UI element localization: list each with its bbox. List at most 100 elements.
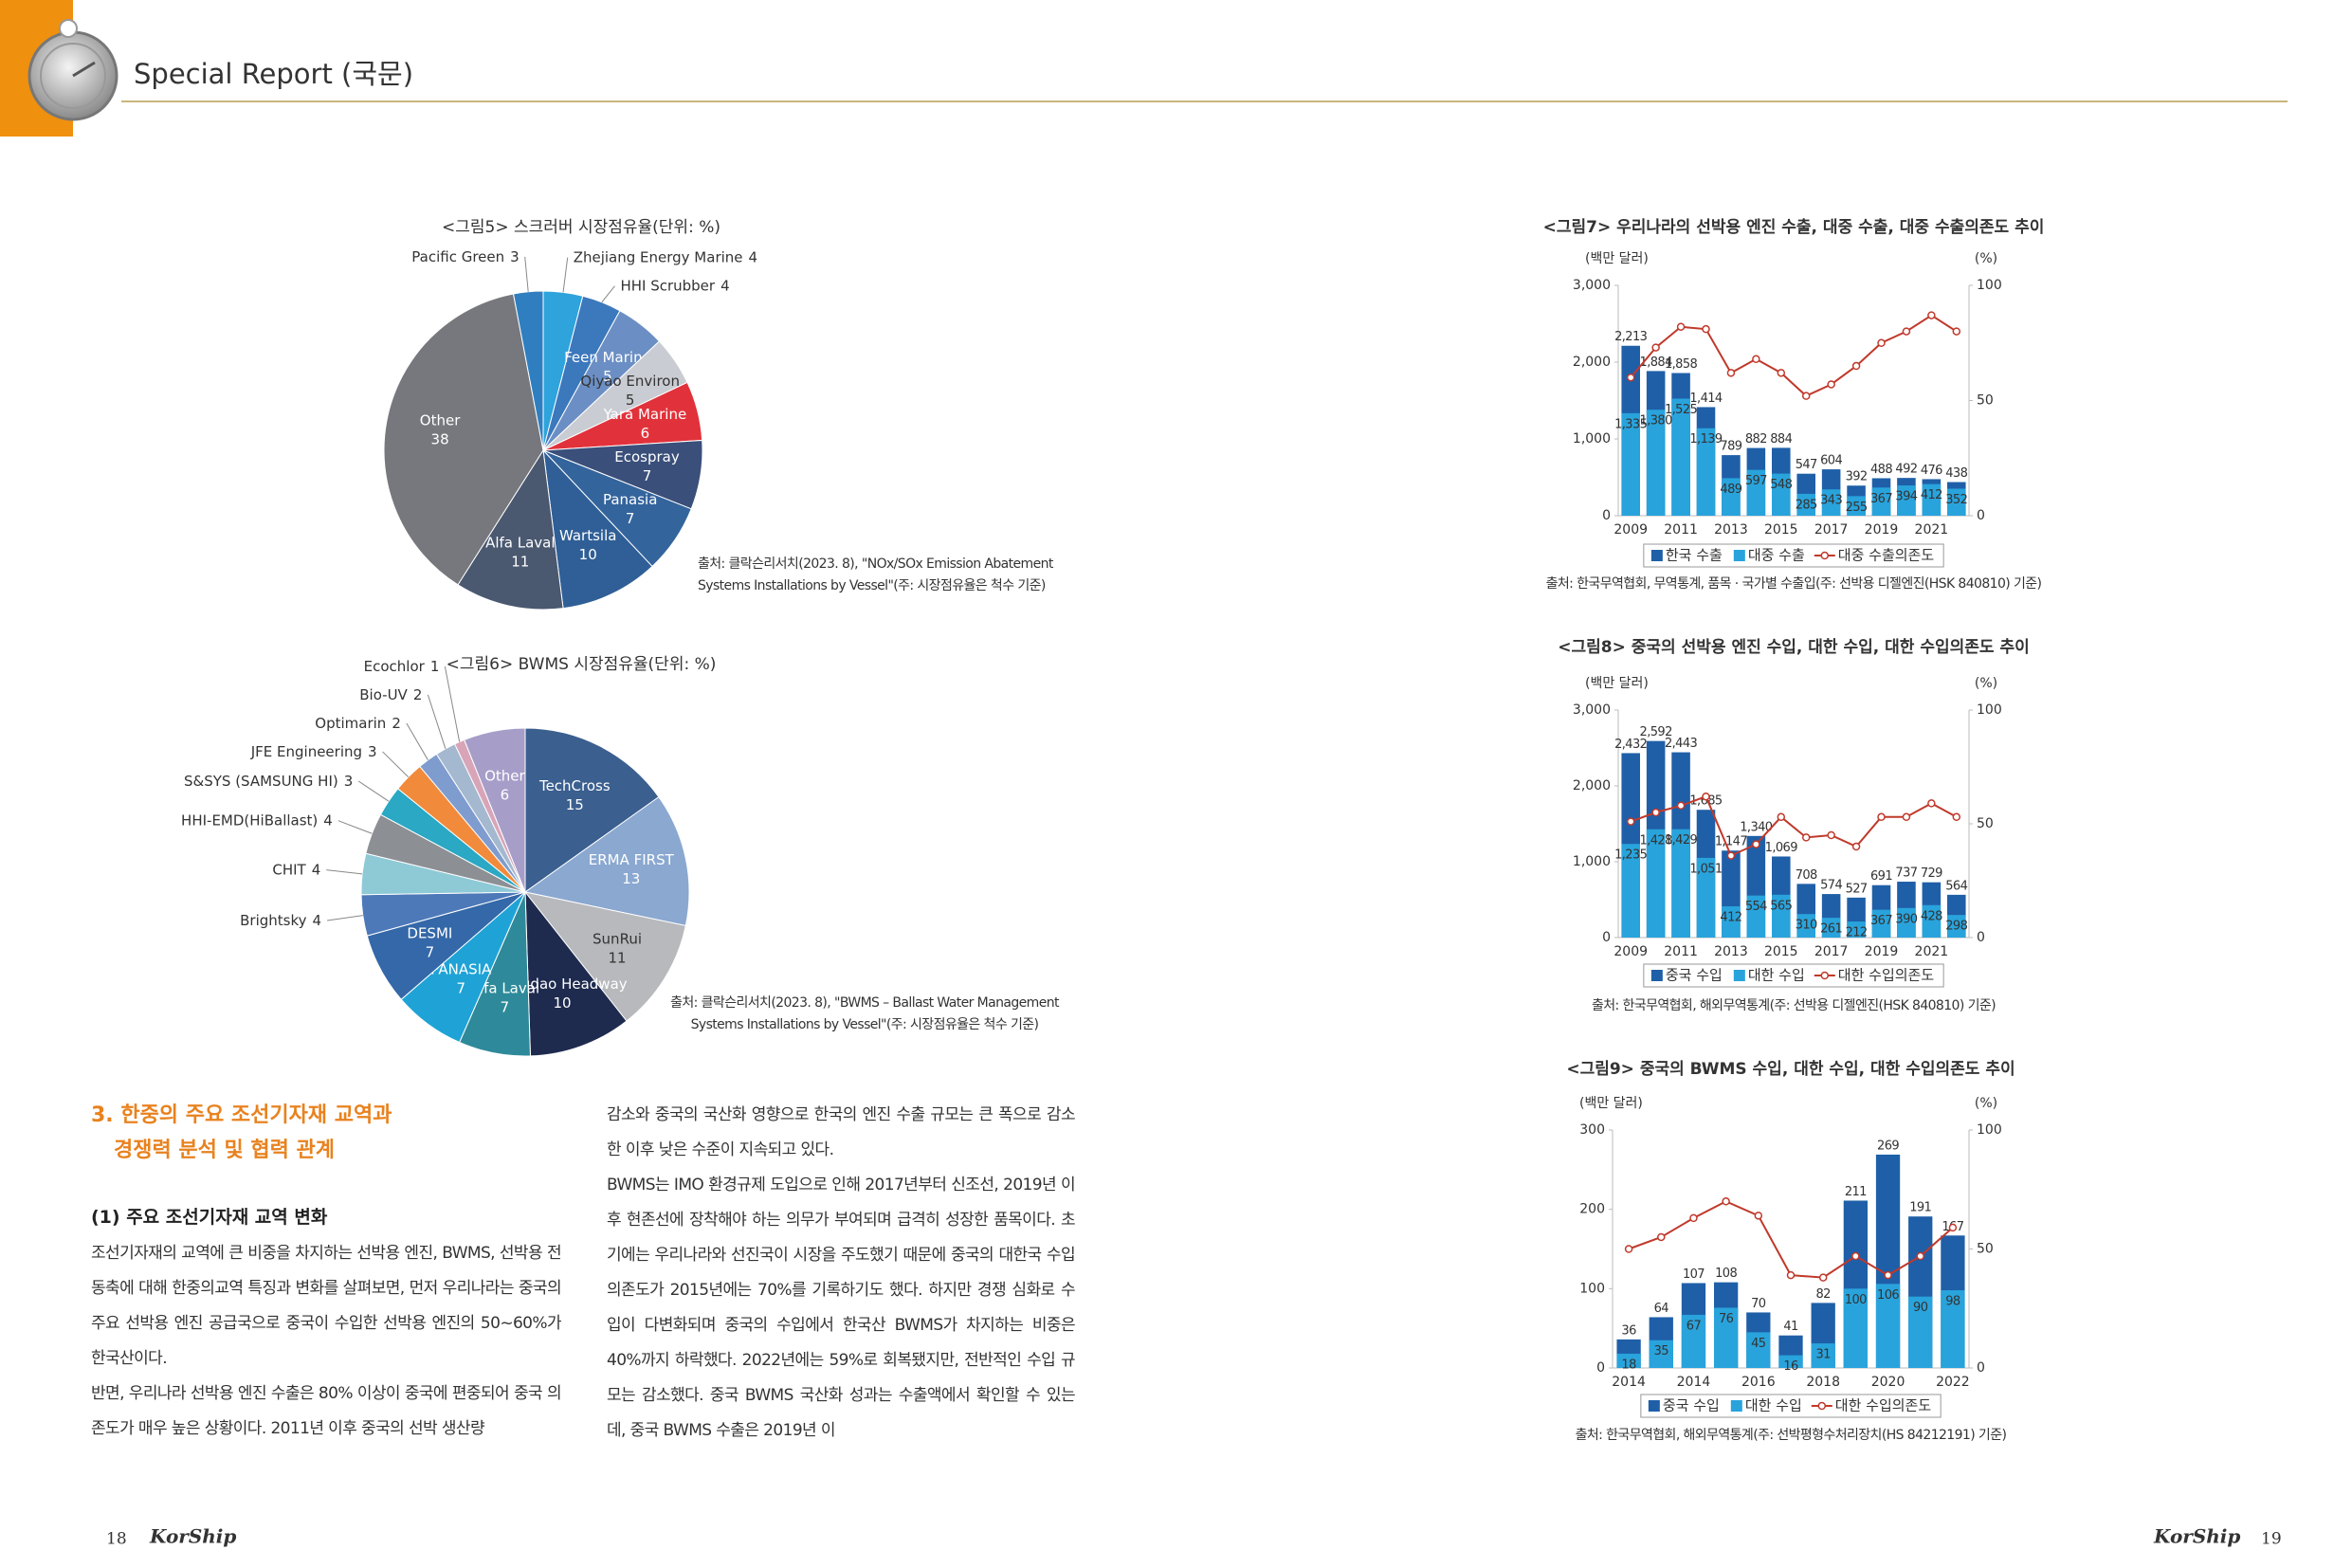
x-tick-label: 2021 xyxy=(1915,944,1949,959)
footer-logo: KorShip xyxy=(149,1525,236,1548)
data-label: 476 xyxy=(1921,464,1942,478)
slice-label: DESMI xyxy=(407,924,452,941)
y2-tick-label: 100 xyxy=(1977,278,2002,293)
pie-slice xyxy=(464,727,526,893)
y-tick-label: 0 xyxy=(1602,508,1611,523)
combo-chart: <그림8> 중국의 선박용 엔진 수입, 대한 수입, 대한 수입의존도 추이 (… xyxy=(1558,638,2030,1013)
slice-name: S&SYS (SAMSUNG HI) xyxy=(184,773,338,790)
leader-line xyxy=(444,665,461,742)
data-label: 82 xyxy=(1816,1287,1831,1302)
paragraph: 감소와 중국의 국산화 영향으로 한국의 엔진 수출 규모는 큰 폭으로 감소한… xyxy=(607,1105,1075,1159)
section-heading: 3. 한중의 주요 조선기자재 교역과 xyxy=(91,1103,392,1127)
slice-name: Optimarin xyxy=(315,714,386,731)
bar xyxy=(1796,914,1815,938)
chart-title: <그림6> BWMS 시장점유율(단위: %) xyxy=(447,655,717,674)
axis-unit: (%) xyxy=(1975,1096,1997,1111)
y-tick-label: 1,000 xyxy=(1573,854,1611,869)
bar xyxy=(1722,478,1741,516)
slice-label: Feen Marine xyxy=(564,349,651,366)
line-marker xyxy=(1722,1197,1730,1206)
text-column: 조선기자재의 교역에 큰 비중을 차지하는 선박용 엔진, BWMS, 선박용 … xyxy=(91,1236,561,1454)
slice-label: Zhejiang Energy Marine 4 xyxy=(574,248,757,265)
header-icon-needle xyxy=(72,61,96,78)
line-marker xyxy=(1851,1251,1860,1261)
leader-line xyxy=(327,915,363,921)
data-label: 884 xyxy=(1770,432,1792,447)
line-marker xyxy=(1801,392,1811,400)
y2-tick-label: 50 xyxy=(1977,393,1994,409)
data-label: 343 xyxy=(1820,494,1842,508)
legend-label: 대중 수출의존도 xyxy=(1838,547,1935,564)
bar xyxy=(1821,918,1841,938)
legend-swatch xyxy=(1730,1400,1742,1412)
bar xyxy=(1772,894,1791,938)
data-label: 412 xyxy=(1921,488,1942,502)
slice-label: Pacific Green 3 xyxy=(411,247,519,264)
legend-box xyxy=(1643,543,1944,568)
slice-value: 6 xyxy=(501,786,510,803)
y2-tick-label: 50 xyxy=(1977,816,1994,831)
bar xyxy=(1646,410,1666,516)
leader-line xyxy=(326,869,363,875)
leader-line xyxy=(337,820,373,834)
pie-slice xyxy=(542,448,653,610)
data-label: 708 xyxy=(1796,868,1817,883)
slice-label: Qiyao Environ xyxy=(580,373,680,390)
x-tick-label: 2017 xyxy=(1814,944,1849,959)
leader-line xyxy=(406,722,428,760)
legend-swatch xyxy=(1817,1401,1827,1411)
data-label: 488 xyxy=(1870,463,1892,477)
line-marker xyxy=(1902,327,1911,336)
y2-tick-label: 0 xyxy=(1977,508,1985,523)
pie-chart: <그림5> 스크러버 시장점유율(단위: %)Feen Marine5Qiyao… xyxy=(383,218,1054,611)
slice-label: JFE Engineering 3 xyxy=(250,742,377,759)
slice-value: 2 xyxy=(392,714,401,731)
slice-name: Ecochlor xyxy=(364,657,426,674)
slice-label: TechCross xyxy=(538,777,611,794)
slice-name: Zhejiang Energy Marine xyxy=(574,248,743,265)
slice-value: 7 xyxy=(643,467,652,484)
line-marker xyxy=(1752,355,1760,364)
x-tick-label: 2014 xyxy=(1677,1375,1711,1390)
data-label: 737 xyxy=(1895,866,1917,881)
source-note: 출처: 클락슨리서치(2023. 8), "BWMS – Ballast Wat… xyxy=(670,995,1060,1011)
slice-value: 7 xyxy=(426,943,435,960)
data-label: 1,525 xyxy=(1665,403,1698,417)
legend-swatch xyxy=(1820,551,1830,560)
line-marker xyxy=(1777,812,1786,822)
footer-logo: KorShip xyxy=(2153,1525,2240,1548)
bar xyxy=(1696,857,1716,938)
line-marker xyxy=(1786,1270,1796,1280)
data-label: 108 xyxy=(1715,1267,1737,1281)
bar xyxy=(1696,428,1716,516)
line-marker xyxy=(1626,817,1635,826)
data-label: 2,443 xyxy=(1665,737,1698,751)
line-marker xyxy=(1624,1245,1633,1253)
line-marker xyxy=(1752,840,1760,848)
data-label: 565 xyxy=(1770,899,1792,913)
bar xyxy=(1646,829,1666,938)
slice-value: 11 xyxy=(511,554,529,571)
line-marker xyxy=(1651,343,1660,352)
header-title: Special Report (국문) xyxy=(134,58,413,90)
slice-label: Ecospray xyxy=(614,448,680,465)
data-label: 67 xyxy=(1687,1319,1702,1333)
slice-value: 7 xyxy=(501,999,510,1016)
data-label: 98 xyxy=(1945,1295,1960,1309)
x-tick-label: 2013 xyxy=(1714,522,1748,538)
legend-swatch xyxy=(1650,970,1663,981)
legend-swatch xyxy=(1733,970,1745,981)
leader-line xyxy=(524,256,529,292)
data-label: 1,335 xyxy=(1614,417,1648,431)
line-marker xyxy=(1726,851,1736,860)
data-label: 574 xyxy=(1820,879,1842,893)
line-marker xyxy=(1702,324,1710,334)
slice-name: CHIT xyxy=(272,861,306,878)
y-tick-label: 2,000 xyxy=(1573,355,1611,370)
bar xyxy=(1722,906,1741,938)
pie-slice xyxy=(383,293,544,586)
x-tick-label: 2016 xyxy=(1741,1375,1776,1390)
leader-line xyxy=(427,694,447,749)
